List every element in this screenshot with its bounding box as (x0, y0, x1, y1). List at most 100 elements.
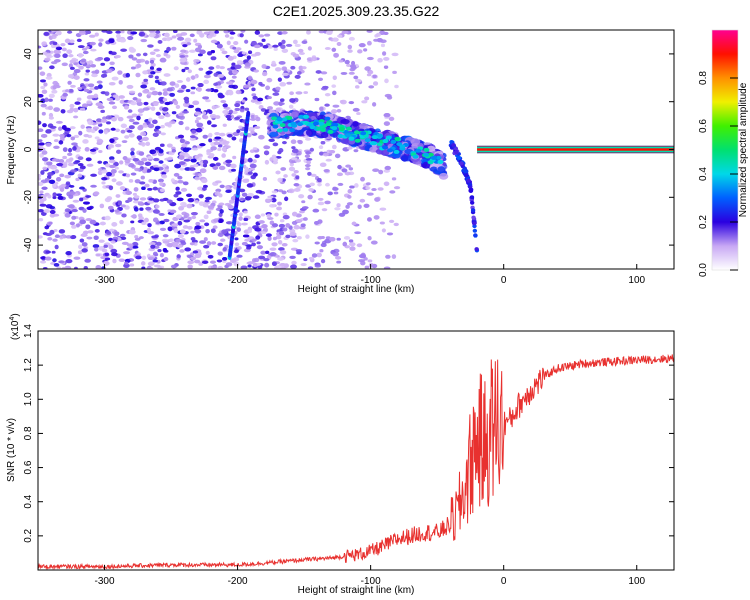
noise-blob (140, 261, 146, 266)
noise-blob (185, 88, 191, 93)
noise-blob (44, 256, 52, 261)
noise-blob (357, 49, 363, 54)
noise-blob (304, 82, 311, 86)
noise-blob (292, 53, 300, 58)
noise-blob (158, 148, 164, 154)
noise-blob (391, 177, 397, 181)
noise-blob (285, 43, 293, 47)
noise-blob (66, 49, 73, 54)
noise-blob (65, 181, 71, 185)
noise-blob (73, 161, 79, 165)
noise-blob (168, 238, 174, 243)
noise-blob (267, 236, 272, 241)
noise-blob (195, 107, 202, 112)
noise-blob (73, 115, 79, 119)
noise-blob (157, 178, 164, 183)
noise-blob (88, 60, 94, 66)
noise-blob (347, 189, 353, 194)
noise-blob (176, 197, 184, 202)
band-peak (427, 160, 434, 165)
noise-blob (372, 74, 377, 79)
branch-blob (473, 233, 478, 238)
noise-blob (115, 55, 121, 59)
band-peak (390, 139, 397, 144)
noise-blob (281, 31, 288, 35)
noise-blob (393, 222, 399, 227)
noise-blob (336, 172, 343, 177)
noise-blob (148, 197, 155, 201)
noise-blob (265, 250, 270, 254)
noise-blob (132, 245, 139, 249)
noise-blob (38, 120, 42, 126)
noise-blob (231, 136, 237, 141)
noise-blob (105, 115, 113, 120)
noise-blob (213, 105, 220, 109)
noise-blob (195, 145, 203, 149)
noise-blob (384, 78, 389, 84)
noise-blob (72, 146, 77, 151)
noise-blob (147, 156, 154, 160)
noise-blob (367, 217, 372, 222)
noise-blob (176, 80, 184, 83)
noise-blob (44, 97, 49, 103)
noise-blob (77, 86, 83, 90)
noise-blob (68, 184, 75, 188)
noise-blob (196, 87, 202, 92)
noise-blob (252, 159, 257, 164)
noise-blob (80, 58, 87, 63)
noise-blob (227, 90, 234, 96)
branch-blob (474, 247, 479, 252)
noise-blob (183, 96, 190, 101)
snr-scale-exponent: 4 (9, 317, 16, 321)
noise-blob (336, 260, 342, 264)
noise-blob (179, 138, 185, 144)
noise-blob (247, 50, 253, 55)
noise-blob (180, 187, 188, 192)
noise-blob (210, 260, 216, 264)
noise-blob (106, 171, 112, 177)
noise-blob (196, 251, 202, 256)
noise-blob (159, 220, 165, 225)
noise-blob (126, 84, 134, 89)
noise-blob (110, 168, 117, 174)
noise-blob (373, 215, 380, 220)
noise-blob (153, 198, 160, 203)
noise-blob (317, 182, 322, 187)
noise-blob (142, 52, 148, 57)
noise-blob (149, 149, 157, 155)
noise-blob (133, 195, 140, 199)
noise-blob (266, 254, 272, 259)
noise-blob (394, 84, 399, 89)
noise-blob (275, 170, 281, 175)
noise-blob (108, 244, 114, 250)
branch-blob (469, 195, 475, 200)
noise-blob (246, 183, 254, 188)
noise-blob (194, 111, 202, 116)
noise-blob (67, 152, 73, 156)
noise-blob (38, 177, 41, 181)
noise-blob (262, 45, 269, 49)
noise-blob (104, 252, 110, 257)
noise-blob (68, 191, 76, 196)
noise-blob (320, 236, 325, 239)
noise-blob (180, 49, 187, 53)
noise-blob (109, 61, 115, 66)
noise-blob (383, 65, 389, 69)
noise-blob (173, 172, 180, 177)
noise-blob (195, 221, 201, 226)
noise-blob (63, 161, 68, 166)
noise-blob (289, 228, 296, 234)
noise-blob (349, 246, 356, 251)
noise-blob (219, 47, 225, 52)
noise-blob (247, 229, 252, 233)
noise-blob (52, 213, 60, 217)
noise-blob (298, 65, 304, 71)
noise-blob (186, 193, 192, 197)
noise-blob (360, 176, 365, 182)
noise-blob (243, 84, 250, 89)
noise-blob (188, 167, 196, 171)
noise-blob (282, 214, 290, 220)
noise-blob (117, 201, 122, 206)
noise-blob (39, 71, 46, 76)
x-tick-label: -100 (361, 275, 381, 286)
